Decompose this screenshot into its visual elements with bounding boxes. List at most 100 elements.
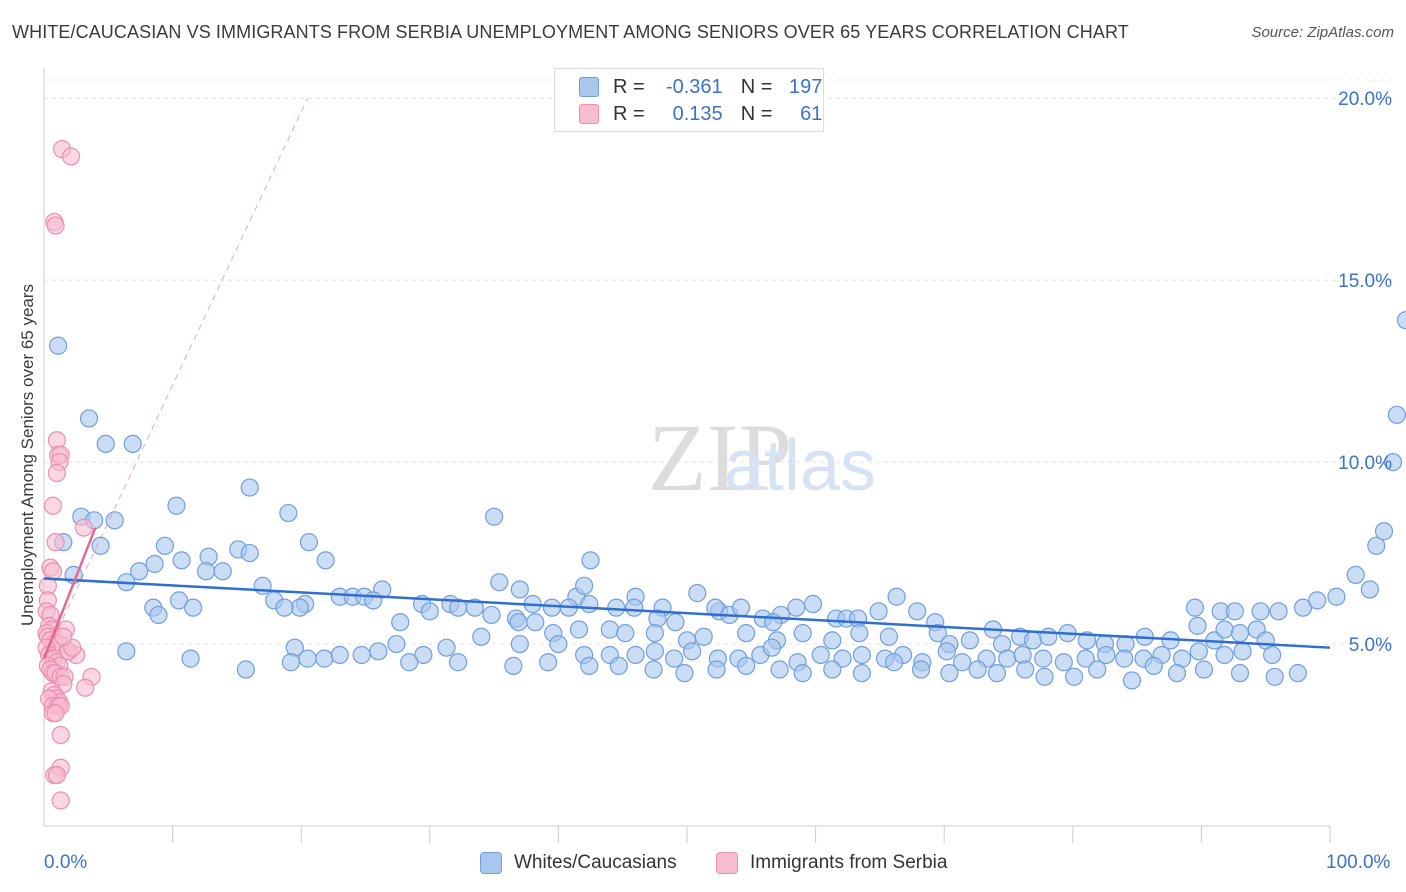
white-point xyxy=(504,656,523,675)
series-serbia-points xyxy=(37,140,101,810)
serbia-point xyxy=(46,704,65,723)
white-point xyxy=(279,503,298,523)
white-point xyxy=(1308,591,1327,610)
white-point xyxy=(145,554,164,574)
white-point xyxy=(731,598,751,617)
legend-label-serbia: Immigrants from Serbia xyxy=(750,852,948,873)
legend-swatch-blue xyxy=(579,77,599,97)
white-point xyxy=(1230,664,1250,683)
white-point xyxy=(1054,653,1073,672)
white-point xyxy=(884,653,904,672)
serbia-point xyxy=(51,725,70,745)
white-point xyxy=(706,598,725,617)
white-point xyxy=(1194,660,1214,679)
white-point xyxy=(437,638,456,657)
white-point xyxy=(91,536,110,555)
white-point xyxy=(1122,671,1142,690)
white-point xyxy=(1269,602,1288,621)
white-point xyxy=(998,649,1017,668)
legend-n-value: 197 xyxy=(789,75,823,98)
serbia-point xyxy=(74,518,93,537)
white-point xyxy=(625,598,644,617)
white-point xyxy=(1367,536,1386,555)
white-point xyxy=(1251,602,1270,621)
serbia-point xyxy=(61,147,81,166)
watermark-atlas: atlas xyxy=(724,426,876,506)
white-point xyxy=(1088,660,1107,679)
chart-title: WHITE/CAUCASIAN VS IMMIGRANTS FROM SERBI… xyxy=(12,22,1129,42)
legend-n-value: 61 xyxy=(800,102,823,125)
white-point xyxy=(149,605,168,625)
white-point xyxy=(236,660,256,679)
serbia-point xyxy=(54,627,73,646)
legend-n-label: N = xyxy=(740,75,773,98)
legend-swatch-blue xyxy=(480,852,502,874)
white-point xyxy=(1077,631,1097,650)
series-whites-points xyxy=(49,311,1406,690)
white-point xyxy=(542,598,562,617)
white-point xyxy=(1288,664,1307,683)
white-point xyxy=(683,642,702,661)
legend-r-value: -0.361 xyxy=(665,75,723,98)
white-point xyxy=(1188,616,1207,635)
white-point xyxy=(688,584,707,603)
white-point xyxy=(299,533,319,552)
white-point xyxy=(96,434,115,454)
white-point xyxy=(1387,405,1406,424)
white-point xyxy=(510,580,529,599)
serbia-point xyxy=(51,791,70,810)
white-point xyxy=(987,664,1007,683)
white-point xyxy=(1035,667,1054,686)
white-point xyxy=(694,627,713,646)
white-point xyxy=(569,620,589,639)
white-point xyxy=(1396,311,1406,330)
white-point xyxy=(391,613,410,632)
white-point xyxy=(240,543,259,563)
white-point xyxy=(823,660,842,679)
white-point xyxy=(1039,627,1058,646)
correlation-legend: R = -0.361 N = 197 R = 0.135 N = 61 xyxy=(554,68,824,132)
y-tick-label: 15.0% xyxy=(1338,271,1392,292)
white-point xyxy=(369,642,388,661)
white-point xyxy=(1327,587,1346,606)
white-point xyxy=(196,562,216,581)
white-point xyxy=(414,645,433,665)
legend-row-serbia: R = 0.135 N = 61 xyxy=(579,102,822,126)
white-point xyxy=(1383,452,1403,472)
white-point xyxy=(645,624,664,643)
legend-r-value: 0.135 xyxy=(672,102,723,125)
white-point xyxy=(869,602,888,621)
legend-item-serbia[interactable]: Immigrants from Serbia xyxy=(716,852,947,874)
white-point xyxy=(184,598,203,617)
white-point xyxy=(575,576,594,595)
chart-source: Source: ZipAtlas.com xyxy=(1251,24,1394,41)
white-point xyxy=(811,645,830,665)
serbia-point xyxy=(43,496,63,515)
trend-line-serbia xyxy=(42,527,97,660)
white-point xyxy=(793,664,812,683)
legend-item-whites[interactable]: Whites/Caucasians xyxy=(480,852,677,874)
white-point xyxy=(510,634,529,654)
legend-n-label: N = xyxy=(740,102,773,125)
white-point xyxy=(645,642,664,661)
white-point xyxy=(316,551,335,570)
white-point xyxy=(707,660,726,679)
white-point xyxy=(400,653,419,672)
white-point xyxy=(169,591,189,610)
white-point xyxy=(852,645,871,665)
white-point xyxy=(1185,598,1205,617)
white-point xyxy=(352,645,371,665)
white-point xyxy=(1233,642,1252,661)
white-point xyxy=(580,594,599,614)
legend-swatch-pink xyxy=(716,852,738,874)
white-point xyxy=(675,664,694,683)
white-point xyxy=(937,642,956,661)
white-point xyxy=(1144,656,1163,675)
white-point xyxy=(485,507,504,526)
watermark-zip: ZIP xyxy=(648,404,792,511)
white-point xyxy=(49,336,68,355)
white-point xyxy=(1230,624,1250,643)
x-max-label: 100.0% xyxy=(1326,852,1391,873)
white-point xyxy=(155,536,174,555)
